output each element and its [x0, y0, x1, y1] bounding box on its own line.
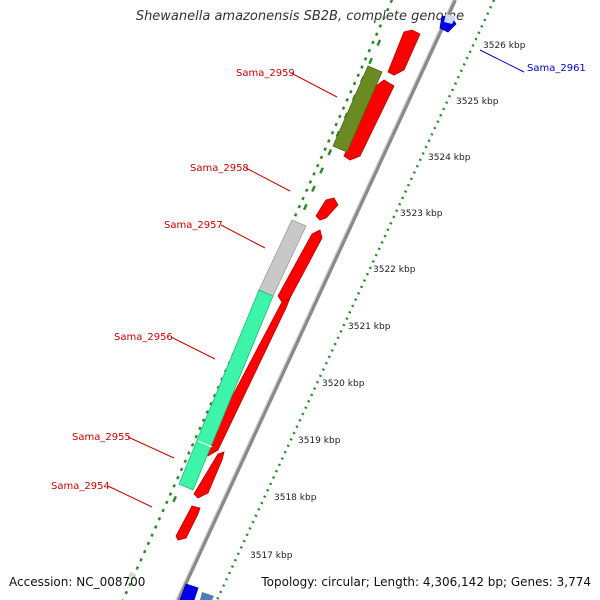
scale-label: 3517 kbp — [250, 551, 293, 561]
gene-label-sama-2958[interactable]: Sama_2958 — [190, 163, 249, 174]
leader-sama-2954 — [107, 485, 153, 508]
scale-label: 3521 kbp — [348, 322, 391, 332]
leader-sama-2961 — [479, 49, 525, 73]
gene-label-sama-2959[interactable]: Sama_2959 — [236, 68, 295, 79]
scale-label: 3526 kbp — [483, 41, 526, 51]
gene-label-sama-2954[interactable]: Sama_2954 — [51, 481, 110, 492]
map-title: Shewanella amazonensis SB2B, complete ge… — [135, 9, 465, 24]
scale-label: 3518 kbp — [274, 493, 317, 503]
cds-sama-2955[interactable] — [193, 451, 225, 499]
leader-sama-2957 — [220, 224, 266, 249]
scale-label: 3520 kbp — [322, 379, 365, 389]
scale-label: 3525 kbp — [456, 97, 499, 107]
scale-label: 3522 kbp — [373, 265, 416, 275]
backbone-highlight — [175, 0, 454, 600]
outer-tick-track — [215, 0, 496, 600]
leader-lines — [107, 49, 525, 508]
cds-features — [175, 29, 421, 541]
leader-sama-2956 — [170, 336, 216, 360]
gene-labels: Sama_2959 Sama_2958 Sama_2957 Sama_2956 … — [51, 63, 586, 492]
accession-text: Accession: NC_008700 — [9, 575, 146, 589]
cds-sama-2959[interactable] — [343, 79, 395, 161]
cds-arrow-top[interactable] — [387, 29, 421, 76]
blue-feature-bottom[interactable] — [179, 583, 199, 600]
mint-feature[interactable] — [178, 289, 274, 491]
inner-track — [121, 0, 394, 600]
genome-backbone — [176, 0, 457, 600]
cds-sama-2954[interactable] — [175, 505, 201, 541]
scale-labels: 3526 kbp 3525 kbp 3524 kbp 3523 kbp 3522… — [250, 41, 526, 561]
gene-label-sama-2956[interactable]: Sama_2956 — [114, 332, 173, 343]
gene-label-sama-2955[interactable]: Sama_2955 — [72, 432, 131, 443]
steelblue-feature-bottom[interactable] — [200, 592, 214, 600]
cds-sama-2958[interactable] — [315, 197, 339, 221]
leader-sama-2959 — [290, 72, 338, 98]
scale-label: 3524 kbp — [428, 153, 471, 163]
leader-sama-2955 — [127, 436, 175, 459]
leader-sama-2958 — [245, 167, 291, 192]
pale-feature-top — [444, 14, 456, 24]
genome-summary-text: Topology: circular; Length: 4,306,142 bp… — [261, 575, 591, 589]
scale-label: 3523 kbp — [400, 209, 443, 219]
gene-label-sama-2961[interactable]: Sama_2961 — [527, 63, 586, 74]
mint-divider — [197, 440, 213, 448]
scale-label: 3519 kbp — [298, 436, 341, 446]
pale-feature-bottom — [128, 572, 136, 580]
olive-feature[interactable] — [332, 65, 383, 153]
gene-label-sama-2957[interactable]: Sama_2957 — [164, 220, 223, 231]
